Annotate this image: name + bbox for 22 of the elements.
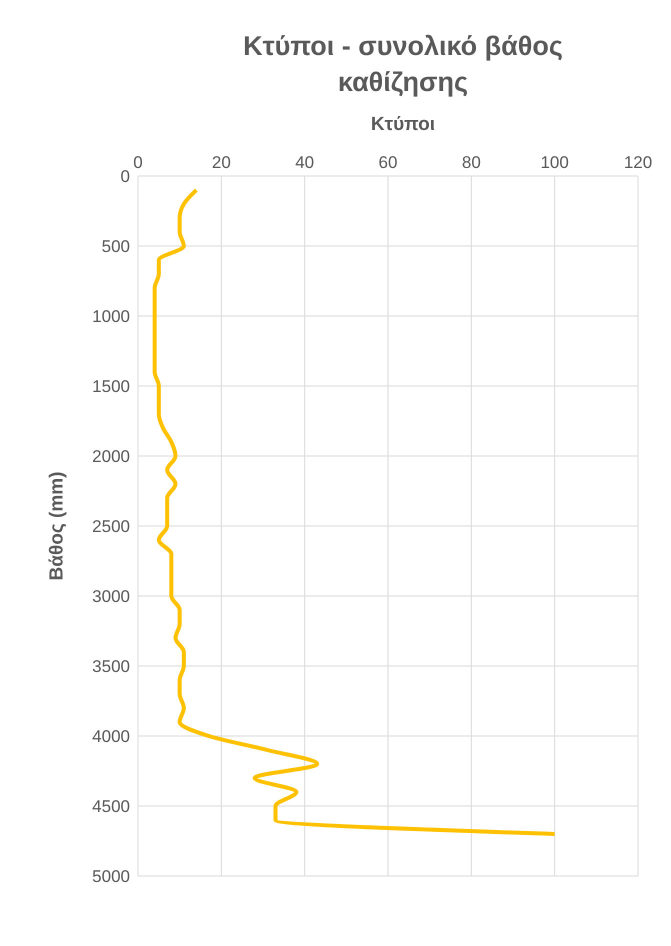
line-series [152, 188, 557, 836]
x-tick-label: 120 [624, 153, 652, 172]
y-tick-label: 1500 [92, 377, 130, 396]
y-tick-label: 2000 [92, 447, 130, 466]
y-axis-title: Βάθος (mm) [46, 472, 68, 580]
x-tick-label: 0 [133, 153, 143, 172]
y-tick-label: 3500 [92, 657, 130, 676]
y-tick-label: 5000 [92, 867, 130, 886]
x-axis-title: Κτύποι [370, 114, 436, 136]
y-tick-label: 0 [120, 167, 130, 186]
y-tick-label: 500 [102, 237, 130, 256]
x-tick-label: 40 [295, 153, 314, 172]
y-tick-label: 3000 [92, 587, 130, 606]
x-tick-label: 80 [462, 153, 481, 172]
x-tick-label: 20 [212, 153, 231, 172]
x-tick-label: 100 [540, 153, 569, 172]
y-tick-label: 4000 [92, 727, 130, 746]
chart-title: Κτύποι - συνολικό βάθος καθίζησης [242, 30, 564, 99]
y-tick-label: 4500 [92, 797, 130, 816]
x-tick-label: 60 [378, 153, 398, 172]
y-tick-label: 1000 [92, 307, 130, 326]
y-tick-label: 2500 [92, 517, 130, 536]
